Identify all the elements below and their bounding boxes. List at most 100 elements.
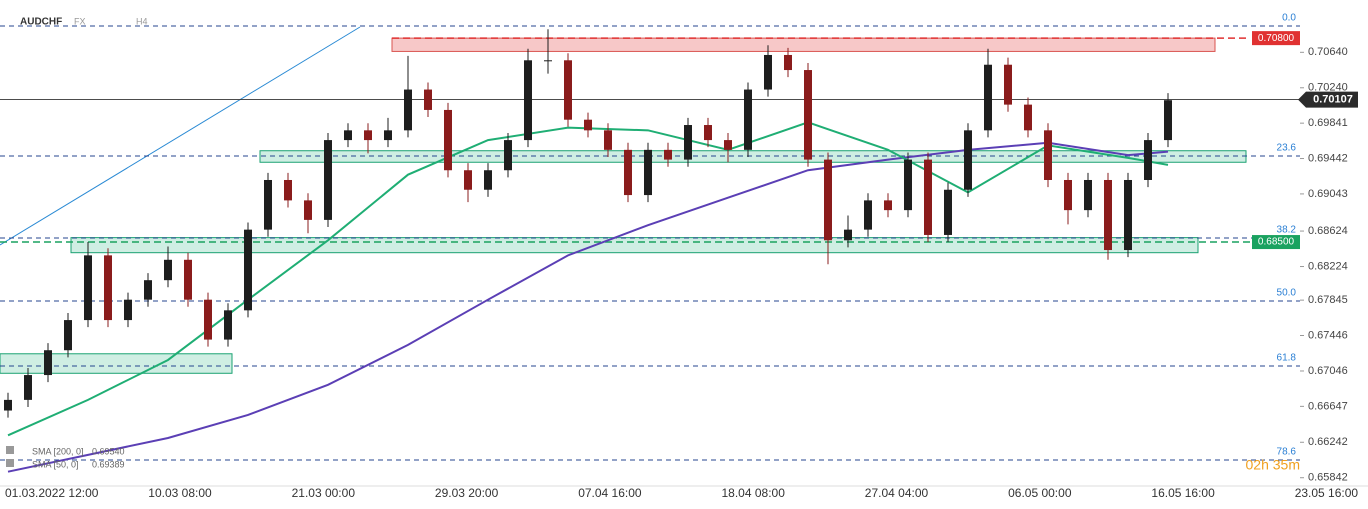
candle-body <box>464 170 472 190</box>
legend-icon <box>6 459 14 467</box>
y-tick-label: 0.70640 <box>1308 46 1348 58</box>
candle-body <box>544 60 552 62</box>
candle-body <box>84 255 92 321</box>
y-tick-label: 0.66242 <box>1308 436 1348 448</box>
candle-body <box>1044 130 1052 180</box>
candle-body <box>844 229 852 241</box>
candle-body <box>584 119 592 131</box>
candle-body <box>824 159 832 241</box>
candle-body <box>524 60 532 141</box>
y-tick-label: 0.66647 <box>1308 400 1348 412</box>
level-label: 0.68500 <box>1258 237 1295 248</box>
candle-body <box>244 229 252 311</box>
candle-body <box>904 159 912 211</box>
candle-body <box>604 130 612 150</box>
candle-body <box>304 200 312 220</box>
y-tick-label: 0.69043 <box>1308 188 1348 200</box>
candle-body <box>204 299 212 340</box>
trend-line <box>0 26 361 246</box>
price-tag <box>1298 91 1358 108</box>
candle-body <box>344 130 352 141</box>
candle-body <box>1084 179 1092 211</box>
candle-body <box>644 149 652 196</box>
candle-body <box>484 170 492 190</box>
candle-body <box>44 350 52 376</box>
candle-body <box>1164 100 1172 141</box>
fib-label: 78.6 <box>1277 447 1297 458</box>
legend-name: SMA [50, 0] <box>32 459 79 469</box>
candle-body <box>1104 179 1112 251</box>
candle-body <box>1024 104 1032 131</box>
y-tick-label: 0.67446 <box>1308 329 1348 341</box>
y-tick-label: 0.70240 <box>1308 82 1348 94</box>
candle-body <box>884 200 892 211</box>
x-tick-label: 06.05 00:00 <box>1008 486 1072 500</box>
zone <box>391 37 1216 52</box>
candle-body <box>1064 179 1072 211</box>
level-tag <box>1252 235 1300 250</box>
x-tick-label: 18.04 08:00 <box>722 486 786 500</box>
candle-body <box>784 54 792 71</box>
current-price-label: 0.70107 <box>1313 93 1353 105</box>
fib-label: 50.0 <box>1277 288 1297 299</box>
candle-body <box>224 310 232 340</box>
candle-body <box>924 159 932 235</box>
y-tick-label: 0.69442 <box>1308 152 1348 164</box>
sma-line <box>7 141 1169 473</box>
x-tick-label: 01.03.2022 12:00 <box>5 486 99 500</box>
candle-body <box>64 320 72 351</box>
candle-body <box>564 60 572 120</box>
candle-body <box>504 140 512 171</box>
candle-body <box>944 189 952 235</box>
candle-body <box>4 399 12 411</box>
x-tick-label: 07.04 16:00 <box>578 486 642 500</box>
candle-body <box>324 140 332 220</box>
y-tick-label: 0.68624 <box>1308 225 1348 237</box>
candle-body <box>384 130 392 141</box>
candle-body <box>144 280 152 300</box>
legend-value: 0.69389 <box>92 459 125 469</box>
fib-label: 61.8 <box>1277 353 1297 364</box>
candle-body <box>284 179 292 201</box>
legend-icon <box>6 446 14 454</box>
candle-body <box>424 89 432 110</box>
x-tick-label: 23.05 16:00 <box>1295 486 1359 500</box>
zone <box>0 353 233 374</box>
timer: 02h 35m <box>1246 457 1300 473</box>
candle-body <box>764 54 772 90</box>
candle-body <box>1144 140 1152 180</box>
candle-body <box>864 200 872 230</box>
x-tick-label: 10.03 08:00 <box>148 486 212 500</box>
candle-body <box>164 259 172 281</box>
candle-body <box>724 140 732 150</box>
x-tick-label: 21.03 00:00 <box>292 486 356 500</box>
candle-body <box>664 149 672 160</box>
legend-value: 0.69540 <box>92 446 125 456</box>
y-tick-label: 0.67845 <box>1308 294 1348 306</box>
interval: H4 <box>136 16 148 26</box>
candle-body <box>364 130 372 141</box>
candle-body <box>184 259 192 300</box>
candle-body <box>744 89 752 150</box>
candle-body <box>1004 64 1012 105</box>
y-tick-label: 0.67046 <box>1308 365 1348 377</box>
x-tick-label: 27.04 04:00 <box>865 486 929 500</box>
fib-label: 0.0 <box>1282 13 1296 24</box>
candle-body <box>24 375 32 400</box>
x-tick-label: 29.03 20:00 <box>435 486 499 500</box>
legend-name: SMA [200, 0] <box>32 446 84 456</box>
candle-body <box>804 70 812 160</box>
level-label: 0.70800 <box>1258 33 1295 44</box>
candle-body <box>104 255 112 321</box>
candle-body <box>624 149 632 196</box>
candle-body <box>1124 179 1132 251</box>
candle-body <box>684 125 692 160</box>
zone <box>70 237 1199 254</box>
candle-body <box>984 64 992 131</box>
candle-body <box>124 299 132 321</box>
y-tick-label: 0.65842 <box>1308 472 1348 484</box>
y-tick-label: 0.68224 <box>1308 260 1348 272</box>
candle-body <box>964 130 972 190</box>
